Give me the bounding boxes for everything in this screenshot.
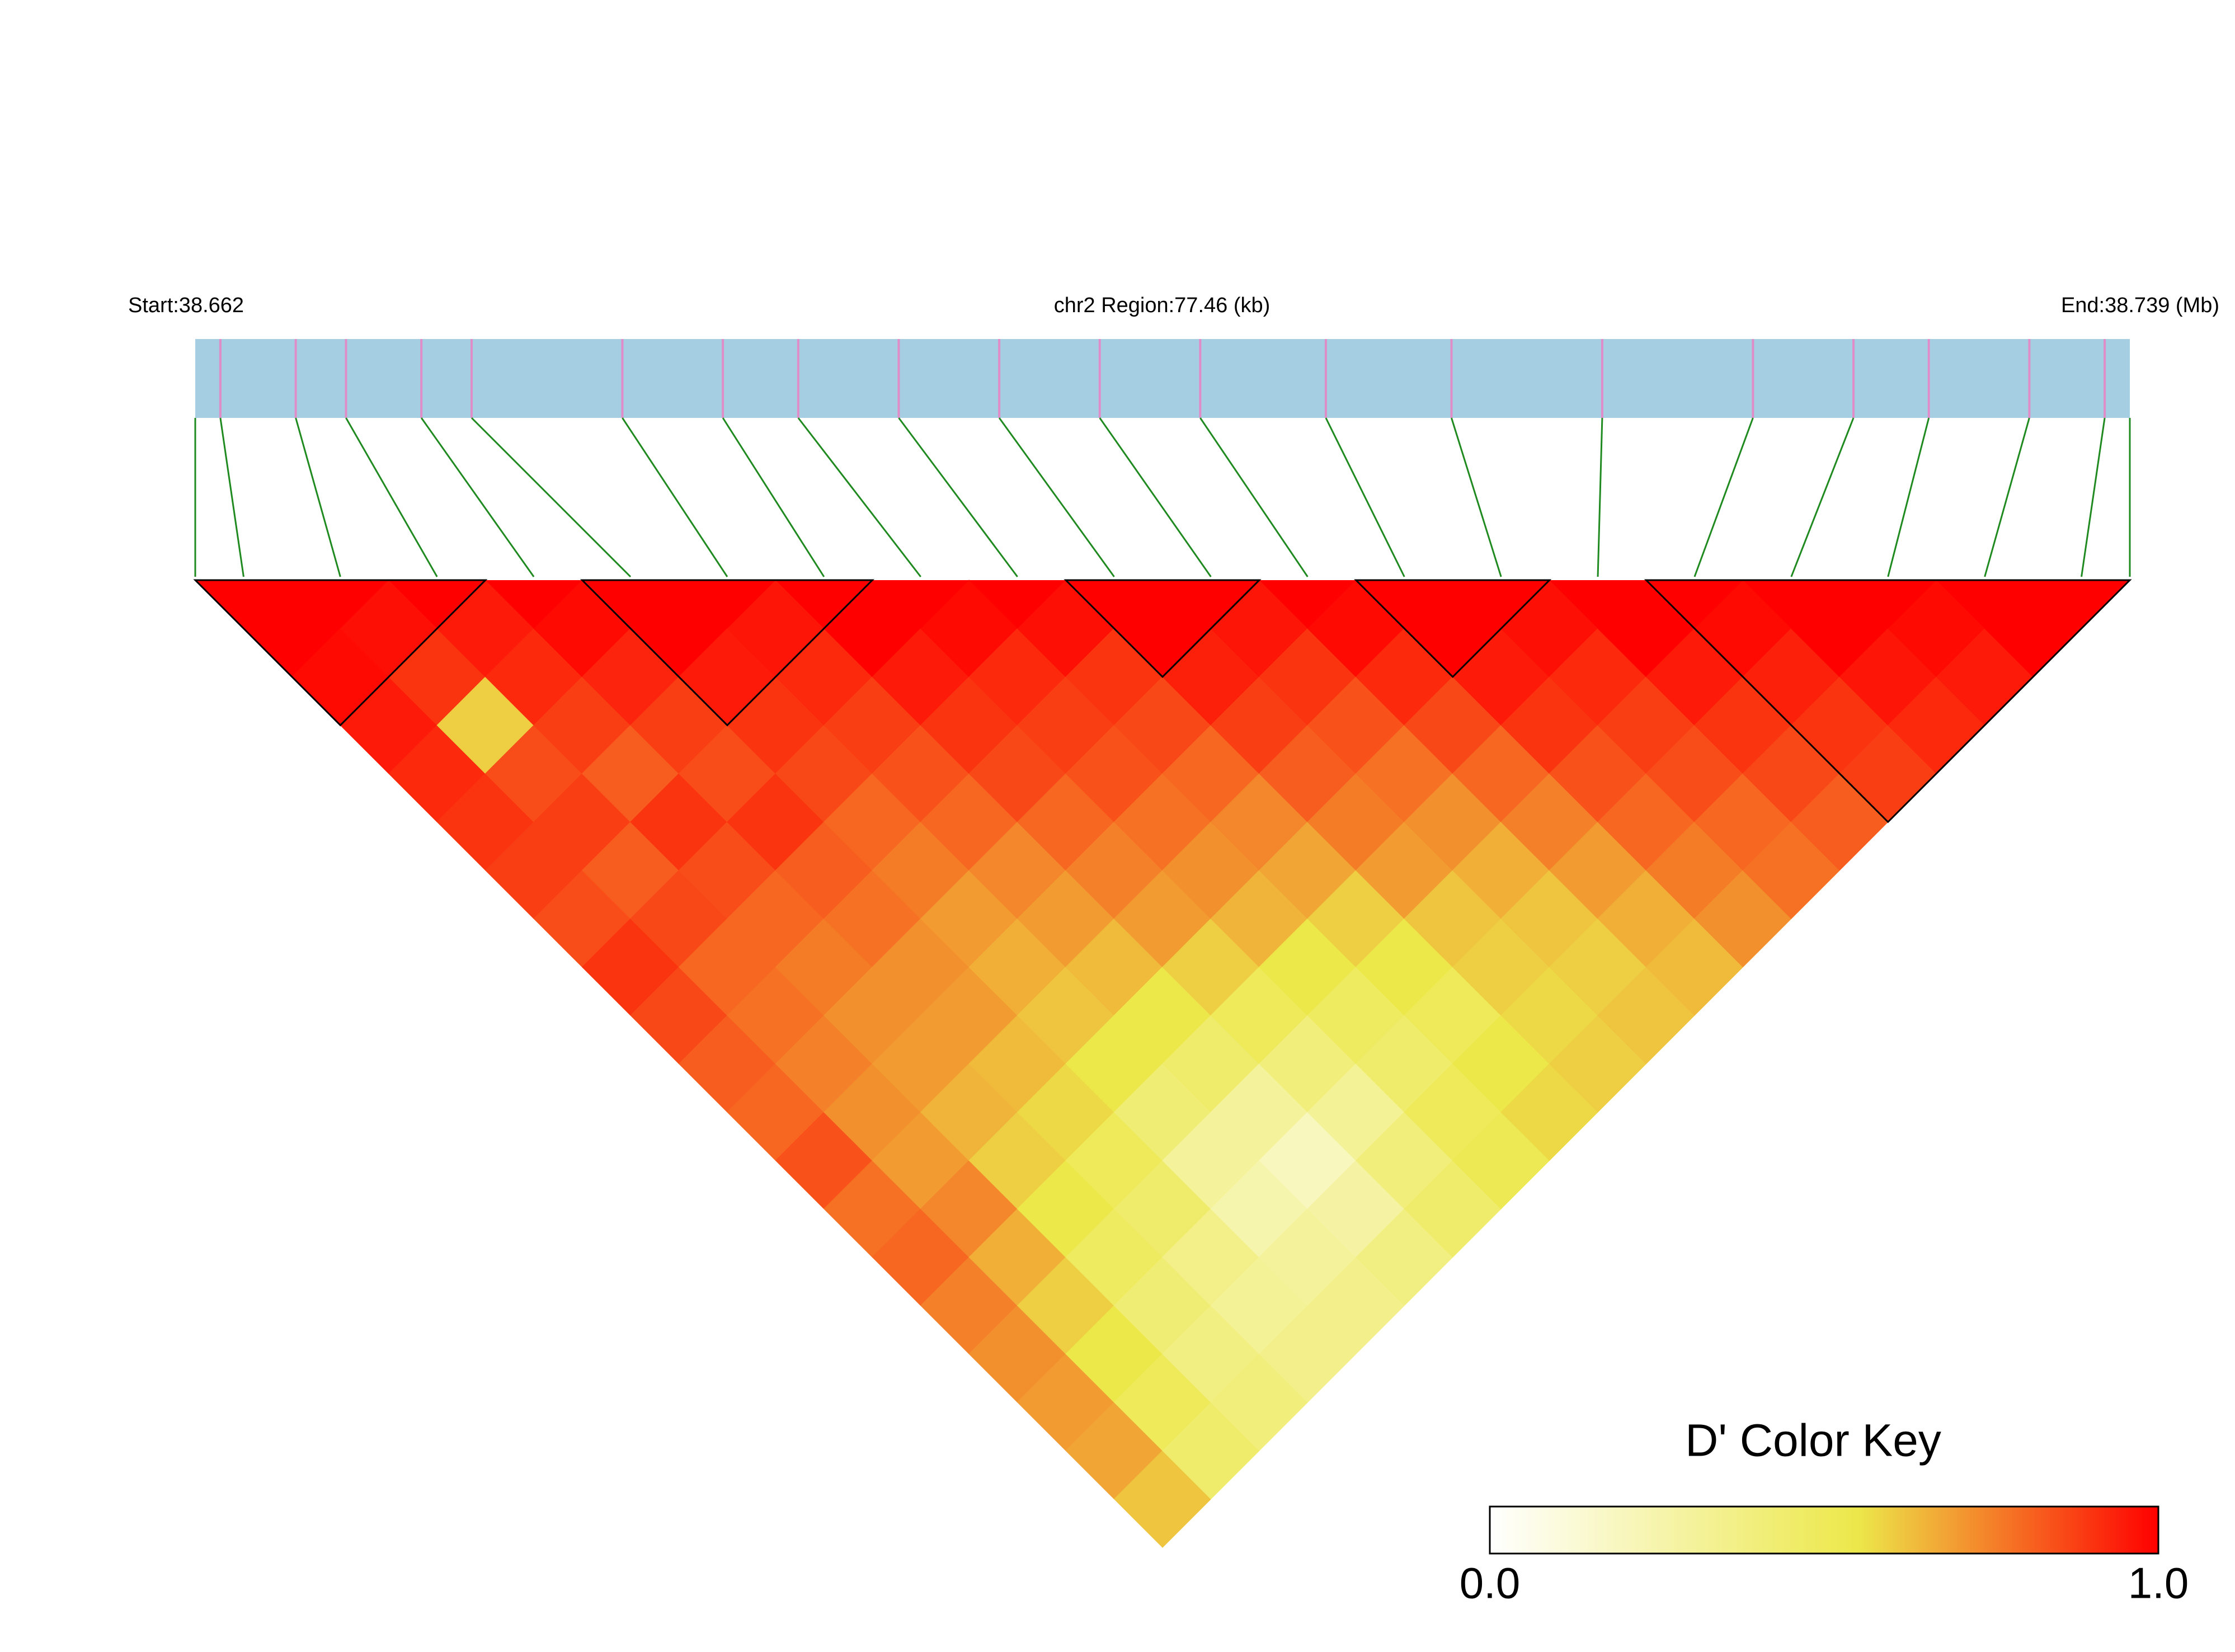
diagonal-cell	[679, 580, 776, 629]
snp-link	[722, 417, 825, 577]
snp-link	[1693, 417, 1754, 577]
ld-block	[580, 579, 874, 727]
ld-block	[193, 579, 488, 727]
key-title: D' Color Key	[1685, 1415, 1941, 1466]
snp-link	[1597, 417, 1603, 577]
snp-link	[1199, 417, 1309, 577]
diagonal-cell	[1356, 580, 1453, 629]
snp-link	[797, 417, 921, 577]
diagonal-cell	[582, 580, 679, 629]
end-label: End:38.739 (Mb)	[2061, 294, 2219, 317]
snp-link	[1325, 417, 1405, 577]
snp-link	[1099, 417, 1212, 577]
diagonal-cell	[485, 580, 582, 629]
diagonal-cell	[291, 580, 389, 629]
diagonal-cell	[872, 580, 970, 629]
region-label: chr2 Region:77.46 (kb)	[1054, 294, 1271, 317]
snp-link	[898, 417, 1018, 577]
diagonal-cell	[2033, 580, 2130, 629]
snp-link	[219, 417, 244, 577]
snp-link	[1451, 417, 1502, 577]
diagonal-cell	[1743, 580, 1840, 629]
snp-link	[345, 417, 438, 577]
snp-link	[1790, 417, 1855, 577]
diagonal-cell	[969, 580, 1066, 629]
diagonal-cell	[1163, 580, 1259, 629]
diagonal-cell	[1452, 580, 1550, 629]
color-key	[1489, 1505, 2159, 1555]
snp-link	[295, 417, 341, 577]
key-tick-label: 0.0	[1460, 1559, 1520, 1608]
diagonal-cell	[1549, 580, 1646, 629]
snp-link	[470, 417, 632, 578]
snp-link	[420, 417, 535, 577]
snp-link	[1984, 417, 2030, 577]
diagonal-cell	[1259, 580, 1356, 629]
diagonal-cell	[1839, 580, 1937, 629]
snp-link	[2081, 417, 2106, 577]
ld-block	[1644, 579, 2132, 823]
snp-link	[1887, 417, 1930, 577]
diagonal-cell	[388, 580, 486, 629]
diagonal-cell	[1066, 580, 1163, 629]
ld-block	[1354, 579, 1552, 679]
snp-link	[622, 417, 728, 577]
diagonal-cell	[1646, 580, 1743, 629]
key-tick-label: 1.0	[2128, 1559, 2189, 1608]
ld-block	[1064, 579, 1262, 679]
diagonal-cell	[1936, 580, 2034, 629]
start-label: Start:38.662	[128, 294, 244, 317]
diagonal-cell	[775, 580, 873, 629]
snp-link	[998, 417, 1115, 577]
diagonal-cell	[195, 580, 292, 629]
snp-track	[195, 339, 2130, 418]
